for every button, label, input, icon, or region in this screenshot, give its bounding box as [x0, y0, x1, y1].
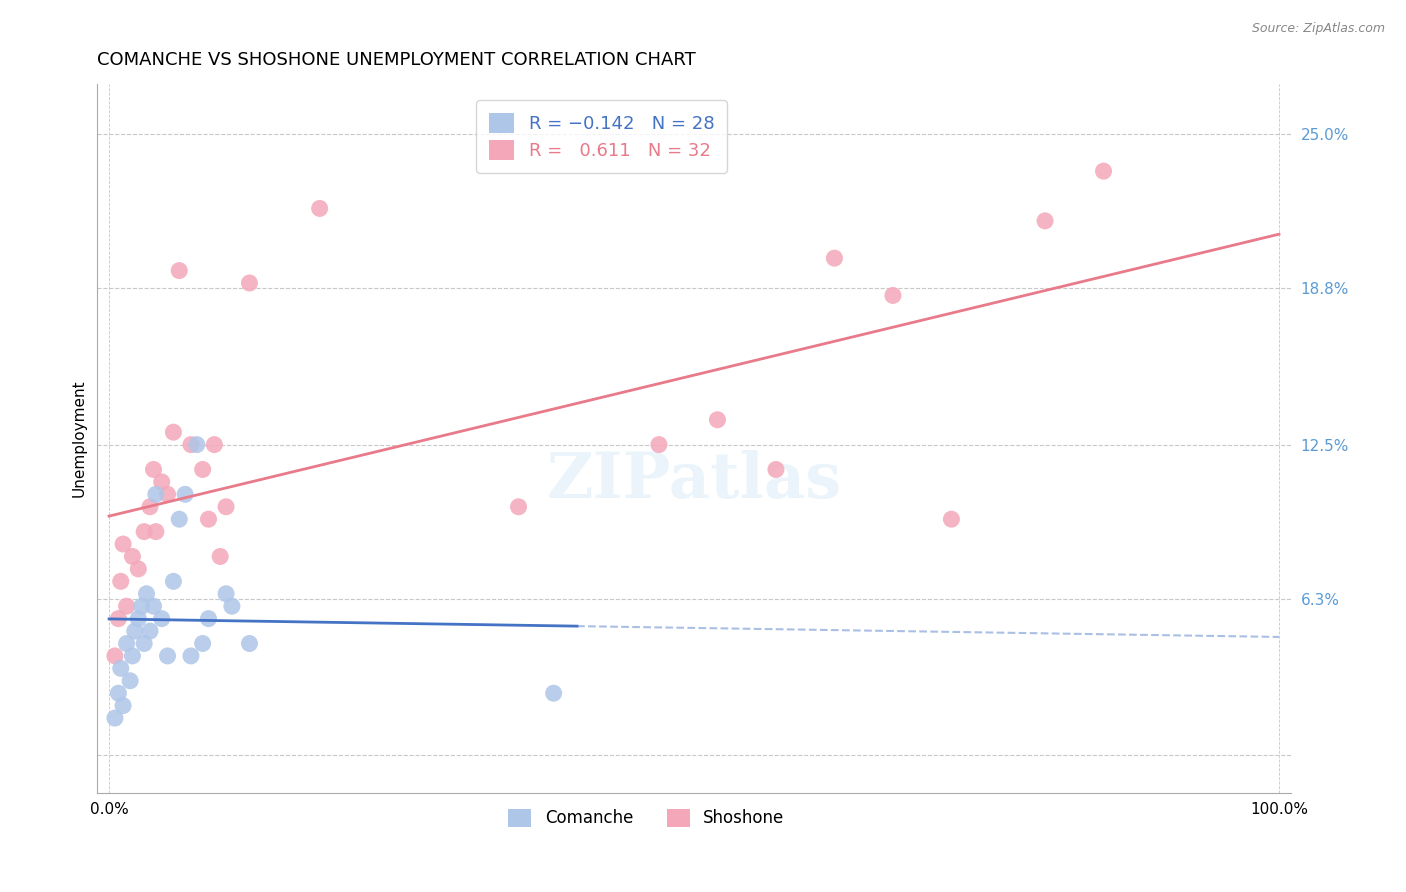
Point — [131, 599, 153, 614]
Point — [124, 624, 146, 638]
Text: ZIPatlas: ZIPatlas — [547, 450, 842, 511]
Point — [121, 648, 143, 663]
Point — [139, 500, 162, 514]
Point — [107, 686, 129, 700]
Point — [191, 636, 214, 650]
Point — [115, 599, 138, 614]
Point — [215, 587, 238, 601]
Legend: Comanche, Shoshone: Comanche, Shoshone — [502, 802, 792, 834]
Point — [162, 425, 184, 440]
Point — [134, 524, 156, 539]
Point — [150, 612, 173, 626]
Point — [156, 648, 179, 663]
Point — [765, 462, 787, 476]
Y-axis label: Unemployment: Unemployment — [72, 380, 86, 497]
Point — [221, 599, 243, 614]
Point — [209, 549, 232, 564]
Text: Source: ZipAtlas.com: Source: ZipAtlas.com — [1251, 22, 1385, 36]
Point — [1033, 214, 1056, 228]
Point — [823, 251, 845, 265]
Point — [127, 612, 149, 626]
Point — [167, 263, 190, 277]
Point — [174, 487, 197, 501]
Point — [127, 562, 149, 576]
Point — [238, 276, 260, 290]
Point — [180, 437, 202, 451]
Point — [107, 612, 129, 626]
Point — [104, 648, 127, 663]
Point — [145, 487, 167, 501]
Point — [112, 698, 135, 713]
Point — [308, 202, 330, 216]
Point — [142, 462, 165, 476]
Point — [135, 587, 157, 601]
Point — [197, 612, 219, 626]
Point — [110, 661, 132, 675]
Point — [186, 437, 208, 451]
Point — [142, 599, 165, 614]
Point — [941, 512, 963, 526]
Point — [104, 711, 127, 725]
Point — [706, 413, 728, 427]
Point — [121, 549, 143, 564]
Text: COMANCHE VS SHOSHONE UNEMPLOYMENT CORRELATION CHART: COMANCHE VS SHOSHONE UNEMPLOYMENT CORREL… — [97, 51, 696, 69]
Point — [110, 574, 132, 589]
Point — [197, 512, 219, 526]
Point — [191, 462, 214, 476]
Point — [508, 500, 530, 514]
Point — [134, 636, 156, 650]
Point — [167, 512, 190, 526]
Point — [1092, 164, 1115, 178]
Point — [648, 437, 671, 451]
Point — [882, 288, 904, 302]
Point — [139, 624, 162, 638]
Point — [180, 648, 202, 663]
Point — [156, 487, 179, 501]
Point — [202, 437, 225, 451]
Point — [150, 475, 173, 489]
Point — [238, 636, 260, 650]
Point — [145, 524, 167, 539]
Point — [120, 673, 142, 688]
Point — [215, 500, 238, 514]
Point — [543, 686, 565, 700]
Point — [162, 574, 184, 589]
Point — [115, 636, 138, 650]
Point — [112, 537, 135, 551]
